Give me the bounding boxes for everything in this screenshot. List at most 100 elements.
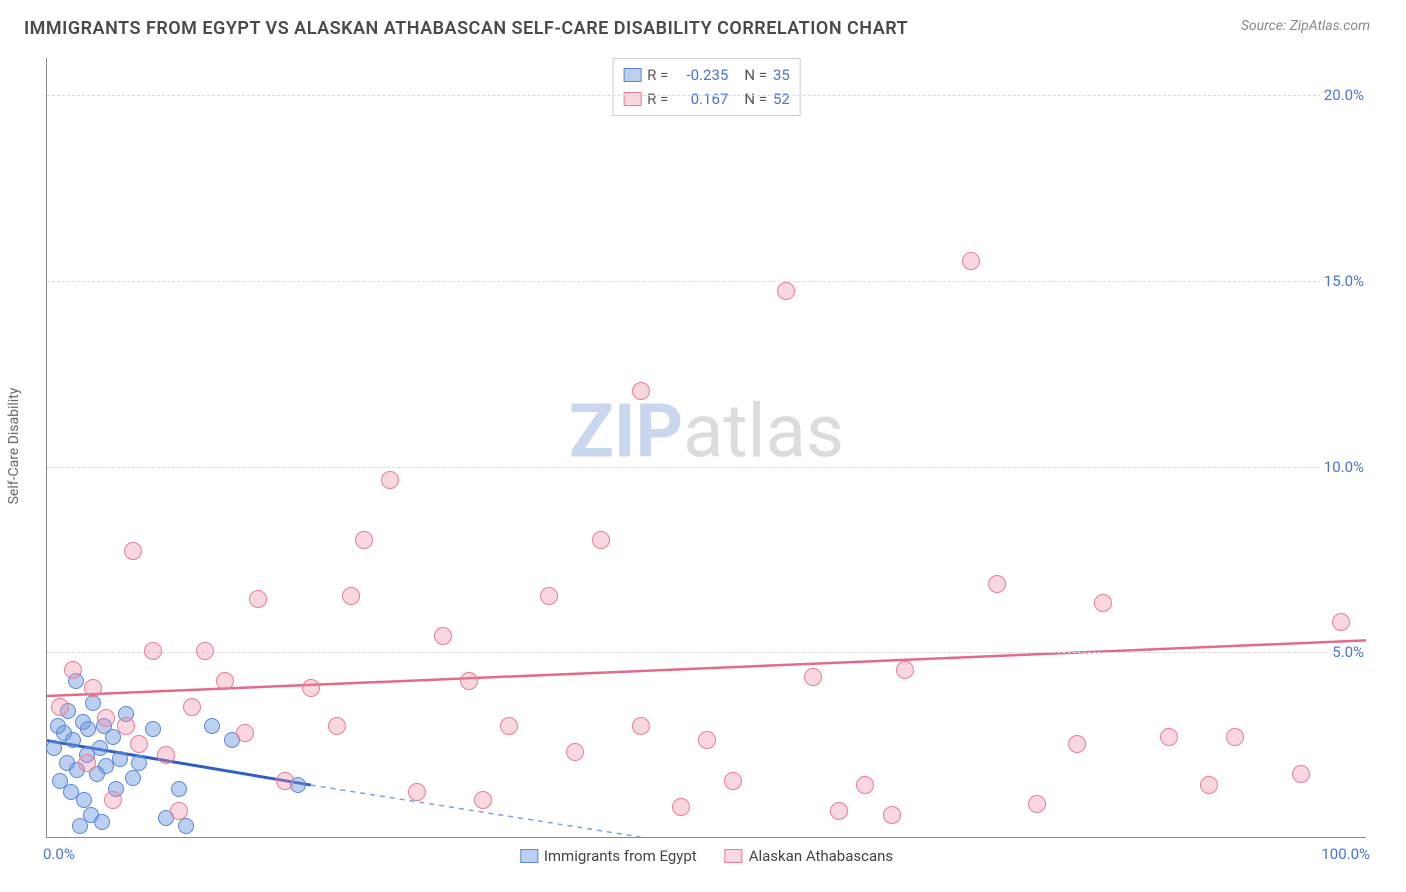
- chart-source: Source: ZipAtlas.com: [1241, 18, 1370, 34]
- data-point: [896, 661, 914, 679]
- data-point: [276, 772, 294, 790]
- chart-header: IMMIGRANTS FROM EGYPT VS ALASKAN ATHABAS…: [0, 0, 1406, 43]
- data-point: [145, 721, 161, 737]
- data-point: [216, 672, 234, 690]
- data-point: [85, 695, 101, 711]
- data-point: [144, 642, 162, 660]
- data-point: [51, 698, 69, 716]
- data-point: [236, 724, 254, 742]
- data-point: [632, 717, 650, 735]
- data-point: [1028, 795, 1046, 813]
- data-point: [130, 735, 148, 753]
- legend-swatch-2: [623, 92, 641, 106]
- data-point: [112, 751, 128, 767]
- data-point: [540, 587, 558, 605]
- n-label: N =: [744, 87, 767, 111]
- gridline: [47, 652, 1366, 653]
- data-point: [460, 672, 478, 690]
- series-legend: Immigrants from Egypt Alaskan Athabascan…: [520, 847, 893, 865]
- data-point: [104, 791, 122, 809]
- y-tick: 15.0%: [1320, 272, 1368, 290]
- data-point: [84, 679, 102, 697]
- data-point: [178, 818, 194, 834]
- data-point: [1094, 594, 1112, 612]
- data-point: [328, 717, 346, 735]
- data-point: [566, 743, 584, 761]
- legend-item-2: Alaskan Athabascans: [725, 847, 893, 865]
- data-point: [777, 282, 795, 300]
- y-tick: 5.0%: [1328, 643, 1368, 661]
- data-point: [1292, 765, 1310, 783]
- data-point: [183, 698, 201, 716]
- watermark-zip: ZIP: [569, 388, 683, 475]
- legend-swatch-bottom-1: [520, 849, 538, 863]
- data-point: [1226, 728, 1244, 746]
- y-tick: 20.0%: [1320, 86, 1368, 104]
- data-point: [124, 542, 142, 560]
- legend-swatch-1: [623, 68, 641, 82]
- data-point: [117, 717, 135, 735]
- legend-label-1: Immigrants from Egypt: [544, 847, 697, 865]
- data-point: [500, 717, 518, 735]
- data-point: [1200, 776, 1218, 794]
- data-point: [76, 792, 92, 808]
- data-point: [46, 740, 62, 756]
- n-value-1: 35: [773, 63, 790, 87]
- data-point: [170, 802, 188, 820]
- data-point: [804, 668, 822, 686]
- data-point: [883, 806, 901, 824]
- data-point: [592, 531, 610, 549]
- y-axis-label: Self-Care Disability: [6, 388, 22, 505]
- legend-swatch-bottom-2: [725, 849, 743, 863]
- data-point: [302, 679, 320, 697]
- watermark: ZIPatlas: [569, 388, 844, 475]
- data-point: [355, 531, 373, 549]
- x-tick-min: 0.0%: [43, 845, 75, 863]
- data-point: [988, 575, 1006, 593]
- data-point: [64, 661, 82, 679]
- legend-row-series-2: R = 0.167 N = 52: [623, 87, 790, 111]
- data-point: [204, 718, 220, 734]
- data-point: [80, 721, 96, 737]
- r-label: R =: [647, 87, 668, 111]
- data-point: [408, 783, 426, 801]
- data-point: [672, 798, 690, 816]
- scatter-chart: ZIPatlas R = -0.235 N = 35 R = 0.167 N =…: [46, 58, 1366, 838]
- data-point: [434, 627, 452, 645]
- gridline: [47, 467, 1366, 468]
- legend-row-series-1: R = -0.235 N = 35: [623, 63, 790, 87]
- gridline: [47, 281, 1366, 282]
- data-point: [125, 770, 141, 786]
- n-value-2: 52: [773, 87, 790, 111]
- data-point: [1332, 613, 1350, 631]
- n-label: N =: [744, 63, 767, 87]
- watermark-atlas: atlas: [683, 388, 844, 475]
- data-point: [698, 731, 716, 749]
- data-point: [196, 642, 214, 660]
- y-tick: 10.0%: [1320, 458, 1368, 476]
- data-point: [381, 471, 399, 489]
- data-point: [249, 590, 267, 608]
- data-point: [65, 732, 81, 748]
- data-point: [632, 382, 650, 400]
- legend-label-2: Alaskan Athabascans: [749, 847, 893, 865]
- data-point: [962, 252, 980, 270]
- data-point: [724, 772, 742, 790]
- legend-item-1: Immigrants from Egypt: [520, 847, 697, 865]
- data-point: [157, 746, 175, 764]
- data-point: [342, 587, 360, 605]
- data-point: [474, 791, 492, 809]
- data-point: [1160, 728, 1178, 746]
- data-point: [92, 740, 108, 756]
- data-point: [78, 754, 96, 772]
- data-point: [94, 814, 110, 830]
- r-label: R =: [647, 63, 668, 87]
- gridline: [47, 95, 1366, 96]
- chart-title: IMMIGRANTS FROM EGYPT VS ALASKAN ATHABAS…: [24, 18, 908, 39]
- trend-lines: [47, 58, 1366, 837]
- r-value-1: -0.235: [674, 63, 728, 87]
- correlation-legend: R = -0.235 N = 35 R = 0.167 N = 52: [612, 58, 801, 116]
- data-point: [856, 776, 874, 794]
- data-point: [1068, 735, 1086, 753]
- r-value-2: 0.167: [674, 87, 728, 111]
